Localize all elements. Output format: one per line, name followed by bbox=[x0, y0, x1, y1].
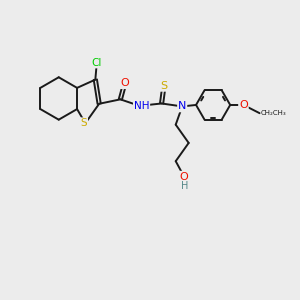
Text: H: H bbox=[181, 181, 189, 190]
Text: O: O bbox=[180, 172, 188, 182]
Text: N: N bbox=[178, 101, 186, 111]
Text: NH: NH bbox=[134, 101, 149, 111]
Text: S: S bbox=[80, 118, 87, 128]
Text: O: O bbox=[239, 100, 248, 110]
Text: S: S bbox=[160, 81, 167, 91]
Text: Cl: Cl bbox=[92, 58, 102, 68]
Text: O: O bbox=[120, 78, 129, 88]
Text: CH₂CH₃: CH₂CH₃ bbox=[261, 110, 287, 116]
